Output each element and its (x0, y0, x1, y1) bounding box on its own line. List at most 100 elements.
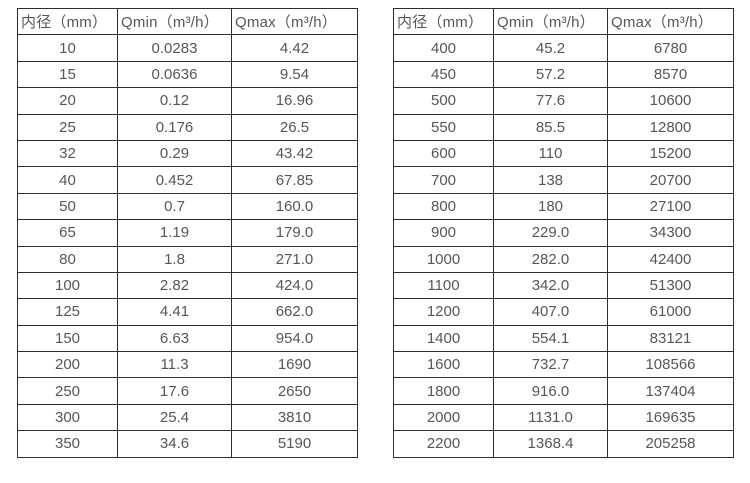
cell-qmin: 77.6 (493, 87, 608, 115)
cell-qmin: 4.41 (117, 298, 232, 326)
cell-qmax: 662.0 (231, 298, 358, 326)
cell-diameter: 125 (17, 298, 118, 326)
table-row: 1100 342.0 51300 (393, 271, 734, 300)
cell-diameter: 20 (17, 87, 118, 115)
table-row: 550 85.5 12800 (393, 113, 734, 141)
table-row: 1600 732.7 108566 (393, 351, 734, 379)
cell-qmax: 10600 (607, 87, 734, 115)
cell-qmax: 67.85 (231, 166, 358, 194)
cell-qmin: 1368.4 (493, 430, 608, 458)
table-row: 700 138 20700 (393, 166, 734, 194)
table-row: 25 0.176 26.5 (17, 113, 358, 141)
cell-qmax: 3810 (231, 403, 358, 432)
cell-qmax: 34300 (607, 219, 734, 247)
cell-diameter: 32 (17, 139, 118, 168)
cell-diameter: 900 (393, 219, 494, 247)
table-row: 400 45.2 6780 (393, 34, 734, 62)
cell-diameter: 250 (17, 377, 118, 405)
flow-table-left: 内径（mm） Qmin（m³/h） Qmax（m³/h） 10 0.0283 4.42 15… (17, 7, 358, 458)
cell-qmax: 6780 (607, 34, 734, 62)
column-header-qmin: Qmin（m³/h） (117, 7, 232, 36)
cell-qmax: 83121 (607, 324, 734, 353)
table-row: 900 229.0 34300 (393, 219, 734, 247)
cell-qmax: 205258 (607, 430, 734, 458)
cell-qmax: 16.96 (231, 87, 358, 115)
cell-qmin: 1.19 (117, 219, 232, 247)
cell-diameter: 1600 (393, 351, 494, 379)
cell-diameter: 2200 (393, 430, 494, 458)
table-row: 250 17.6 2650 (17, 377, 358, 405)
cell-diameter: 50 (17, 192, 118, 221)
cell-qmax: 424.0 (231, 271, 358, 300)
cell-qmin: 110 (493, 139, 608, 168)
table-row: 1200 407.0 61000 (393, 298, 734, 326)
table-row: 2000 1131.0 169635 (393, 403, 734, 432)
cell-qmax: 43.42 (231, 139, 358, 168)
column-header-qmax: Qmax（m³/h） (231, 7, 358, 36)
table-row: 80 1.8 271.0 (17, 245, 358, 273)
table-row: 40 0.452 67.85 (17, 166, 358, 194)
table-row: 50 0.7 160.0 (17, 192, 358, 221)
cell-qmin: 229.0 (493, 219, 608, 247)
cell-qmax: 271.0 (231, 245, 358, 273)
cell-qmax: 12800 (607, 113, 734, 141)
table-row: 100 2.82 424.0 (17, 271, 358, 300)
cell-qmax: 27100 (607, 192, 734, 221)
cell-diameter: 450 (393, 60, 494, 89)
cell-qmin: 0.29 (117, 139, 232, 168)
cell-diameter: 1100 (393, 271, 494, 300)
cell-qmin: 407.0 (493, 298, 608, 326)
column-header-qmax: Qmax（m³/h） (607, 7, 734, 36)
cell-diameter: 25 (17, 113, 118, 141)
cell-qmin: 0.176 (117, 113, 232, 141)
cell-qmin: 138 (493, 166, 608, 194)
cell-diameter: 600 (393, 139, 494, 168)
table-row: 450 57.2 8570 (393, 60, 734, 89)
cell-diameter: 800 (393, 192, 494, 221)
cell-diameter: 15 (17, 60, 118, 89)
table-row: 350 34.6 5190 (17, 430, 358, 458)
table-row: 20 0.12 16.96 (17, 87, 358, 115)
table-row: 1400 554.1 83121 (393, 324, 734, 353)
cell-qmax: 15200 (607, 139, 734, 168)
cell-qmin: 554.1 (493, 324, 608, 353)
cell-qmin: 0.7 (117, 192, 232, 221)
cell-qmax: 179.0 (231, 219, 358, 247)
cell-qmax: 1690 (231, 351, 358, 379)
table-row: 800 180 27100 (393, 192, 734, 221)
cell-diameter: 500 (393, 87, 494, 115)
flow-table-right: 内径（mm） Qmin（m³/h） Qmax（m³/h） 400 45.2 6780 450… (393, 7, 734, 458)
cell-qmin: 342.0 (493, 271, 608, 300)
cell-qmin: 0.12 (117, 87, 232, 115)
cell-qmin: 1131.0 (493, 403, 608, 432)
flow-spec-tables: 内径（mm） Qmin（m³/h） Qmax（m³/h） 10 0.0283 4.42 15… (17, 7, 734, 458)
cell-qmin: 34.6 (117, 430, 232, 458)
table-row: 1000 282.0 42400 (393, 245, 734, 273)
cell-qmax: 5190 (231, 430, 358, 458)
cell-diameter: 100 (17, 271, 118, 300)
cell-diameter: 700 (393, 166, 494, 194)
cell-qmax: 137404 (607, 377, 734, 405)
cell-diameter: 1400 (393, 324, 494, 353)
cell-qmin: 25.4 (117, 403, 232, 432)
column-header-diameter: 内径（mm） (17, 7, 118, 36)
table-row: 15 0.0636 9.54 (17, 60, 358, 89)
cell-diameter: 350 (17, 430, 118, 458)
column-header-qmin: Qmin（m³/h） (493, 7, 608, 36)
cell-qmin: 2.82 (117, 271, 232, 300)
cell-qmin: 6.63 (117, 324, 232, 353)
cell-qmax: 108566 (607, 351, 734, 379)
table-row: 300 25.4 3810 (17, 403, 358, 432)
cell-qmin: 17.6 (117, 377, 232, 405)
table-row: 600 110 15200 (393, 139, 734, 168)
table-row: 2200 1368.4 205258 (393, 430, 734, 458)
cell-qmax: 61000 (607, 298, 734, 326)
table-row: 150 6.63 954.0 (17, 324, 358, 353)
cell-diameter: 2000 (393, 403, 494, 432)
cell-qmin: 45.2 (493, 34, 608, 62)
table-row: 1800 916.0 137404 (393, 377, 734, 405)
table-row: 125 4.41 662.0 (17, 298, 358, 326)
cell-diameter: 550 (393, 113, 494, 141)
cell-qmin: 0.0283 (117, 34, 232, 62)
cell-qmax: 160.0 (231, 192, 358, 221)
